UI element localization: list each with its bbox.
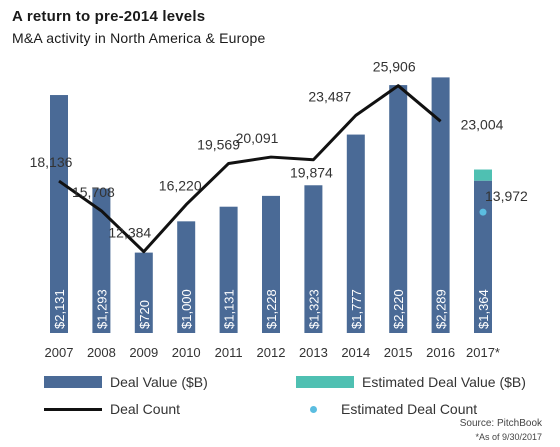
bar-value-label: $720 xyxy=(137,300,152,329)
deal-count-label: 16,220 xyxy=(159,178,202,194)
legend-label-estimated-deal-count: Estimated Deal Count xyxy=(341,401,478,417)
legend-swatch-deal-value xyxy=(44,376,102,388)
bar-2011 xyxy=(219,206,238,333)
chart-subtitle: M&A activity in North America & Europe xyxy=(12,30,266,46)
x-tick-label: 2009 xyxy=(129,345,158,360)
bar-value-label: $1,228 xyxy=(264,289,279,329)
bar-2012 xyxy=(262,195,280,333)
legend-swatch-deal-count xyxy=(44,407,102,411)
bar-value-label: $1,131 xyxy=(222,289,237,329)
deal-count-label: 15,708 xyxy=(72,184,115,200)
legend-deal-count: Deal Count xyxy=(44,401,180,417)
legend-swatch-estimated-deal-value xyxy=(296,376,354,388)
x-tick-label: 2010 xyxy=(172,345,201,360)
bar-2015 xyxy=(389,85,408,333)
deal-count-label: 18,136 xyxy=(30,154,73,170)
x-tick-label: 2012 xyxy=(257,345,286,360)
as-of-footnote: *As of 9/30/2017 xyxy=(475,432,542,442)
deal-count-label: 23,487 xyxy=(308,88,351,104)
x-tick-label: 2007 xyxy=(45,345,74,360)
bar-2016 xyxy=(431,77,450,334)
x-tick-label: 2011 xyxy=(215,345,243,360)
bar-2010 xyxy=(177,221,196,333)
bar-value-label: $1,293 xyxy=(94,289,109,329)
x-tick-label: 2016 xyxy=(426,345,455,360)
deal-count-line xyxy=(58,84,442,254)
legend-swatch-estimated-deal-count xyxy=(310,405,317,413)
deal-count-label: 20,091 xyxy=(236,130,279,146)
legend-estimated-deal-count: Estimated Deal Count xyxy=(270,401,477,417)
bar-2009 xyxy=(134,252,153,333)
deal-count-label: 23,004 xyxy=(461,116,504,132)
legend-label-deal-value: Deal Value ($B) xyxy=(110,374,208,390)
x-tick-label: 2015 xyxy=(384,345,413,360)
bar-value-label: $1,323 xyxy=(306,289,321,329)
chart-title: A return to pre-2014 levels xyxy=(12,8,206,25)
x-tick-label: 2008 xyxy=(87,345,116,360)
bar-value-label: $2,220 xyxy=(391,289,406,329)
legend-label-deal-count: Deal Count xyxy=(110,401,181,417)
bar-2007 xyxy=(50,95,68,333)
estimated-bar-2017 xyxy=(474,169,492,181)
estimated-deal-count-label: 13,972 xyxy=(485,188,528,204)
bar-value-label: $1,777 xyxy=(349,289,364,329)
legend-deal-value: Deal Value ($B) xyxy=(44,374,208,390)
source-note: Source: PitchBook xyxy=(459,418,542,429)
x-tick-label: 2017* xyxy=(466,345,500,360)
deal-count-label: 25,906 xyxy=(373,59,416,75)
x-tick-label: 2014 xyxy=(341,345,370,360)
bar-2017 xyxy=(474,180,492,333)
bar-value-label: $1,364 xyxy=(476,289,491,329)
x-tick-label: 2013 xyxy=(299,345,328,360)
bar-2008 xyxy=(92,188,111,333)
bar-2014 xyxy=(346,134,365,333)
deal-count-label: 19,874 xyxy=(290,165,333,181)
bar-value-label: $2,289 xyxy=(434,289,449,329)
legend-label-estimated-deal-value: Estimated Deal Value ($B) xyxy=(362,374,526,390)
deal-count-label: 19,569 xyxy=(197,136,240,152)
legend-estimated-deal-value: Estimated Deal Value ($B) xyxy=(296,374,526,390)
estimated-deal-count-dot xyxy=(479,208,487,216)
bar-value-label: $1,000 xyxy=(179,289,194,329)
bar-2013 xyxy=(304,185,323,333)
deal-count-label: 12,384 xyxy=(108,225,151,241)
bar-value-label: $2,131 xyxy=(52,289,67,329)
